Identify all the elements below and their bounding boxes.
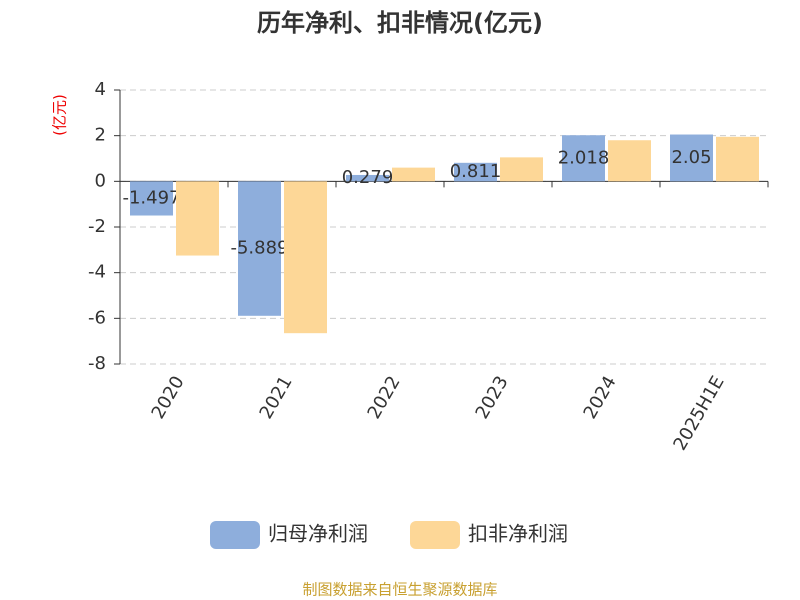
value-label: -1.497: [122, 187, 180, 208]
legend-swatch: [210, 521, 260, 549]
bar: [130, 181, 173, 216]
y-tick-label: 4: [95, 79, 106, 100]
y-tick-label: 2: [95, 125, 106, 146]
x-tick-label: 2022: [364, 373, 405, 423]
value-label: 2.05: [671, 147, 711, 168]
x-tick-label: 2020: [148, 373, 189, 423]
y-axis-label: (亿元): [51, 94, 69, 136]
x-tick-label: 2025H1E: [669, 373, 728, 455]
legend-label: 归母净利润: [268, 522, 368, 546]
bar: [716, 136, 759, 182]
bar: [346, 174, 389, 182]
y-tick-label: -4: [88, 262, 106, 283]
bar: [500, 157, 543, 182]
y-tick-label: 0: [95, 170, 106, 191]
legend-label: 扣非净利润: [468, 522, 568, 546]
bar: [238, 181, 281, 316]
y-tick-label: -2: [88, 216, 106, 237]
chart-title: 历年净利、扣非情况(亿元): [257, 9, 543, 37]
source-note: 制图数据来自恒生聚源数据库: [302, 581, 497, 599]
bar: [392, 167, 435, 182]
value-label: 0.279: [342, 167, 394, 188]
value-label: 0.811: [450, 161, 502, 182]
bar: [454, 162, 497, 182]
bar: [176, 181, 219, 256]
y-tick-label: -6: [88, 307, 106, 328]
bar: [284, 181, 327, 334]
x-tick-label: 2021: [256, 373, 297, 423]
value-label: 2.018: [558, 147, 610, 168]
bar: [670, 134, 713, 182]
x-tick-label: 2024: [580, 373, 621, 423]
y-tick-label: -8: [88, 353, 106, 374]
value-label: -5.889: [230, 238, 288, 259]
bar: [608, 140, 651, 182]
x-tick-label: 2023: [472, 373, 513, 423]
bar: [562, 135, 605, 182]
legend-swatch: [410, 521, 460, 549]
